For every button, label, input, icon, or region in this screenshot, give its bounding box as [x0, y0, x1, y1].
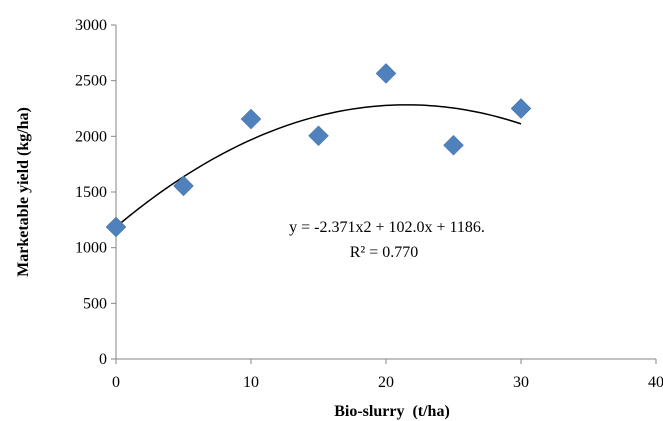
- data-points: [105, 63, 532, 238]
- data-point: [375, 63, 397, 84]
- trendline-group: [115, 104, 522, 228]
- trendline-equation: y = -2.371x2 + 102.0x + 1186.: [289, 219, 485, 236]
- trendline: [115, 104, 522, 228]
- x-tick-label: 0: [112, 374, 120, 391]
- data-point: [105, 216, 127, 238]
- x-tick-label: 10: [243, 374, 259, 391]
- y-tick-label: 500: [83, 295, 107, 312]
- y-tick-label: 2000: [75, 128, 107, 145]
- data-point: [510, 98, 532, 119]
- y-tick-label: 0: [99, 351, 107, 368]
- y-tick-label: 3000: [75, 17, 107, 34]
- x-tick-label: 20: [378, 374, 394, 391]
- x-axis-ticks: 0 10 20 30 40: [112, 359, 663, 391]
- y-tick-label: 1000: [75, 240, 107, 257]
- data-point: [173, 175, 194, 197]
- r-squared-label: R² = 0.770: [350, 244, 419, 261]
- x-tick-label: 30: [513, 374, 529, 391]
- y-tick-label: 1500: [75, 184, 107, 201]
- y-axis-title: Marketable yield (kg/ha): [15, 107, 32, 277]
- data-point: [240, 108, 262, 130]
- y-axis-ticks: 0 500 1000 1500 2000 2500 3000: [75, 17, 116, 368]
- y-tick-label: 2500: [75, 73, 107, 90]
- x-tick-label: 40: [648, 374, 663, 391]
- data-point: [443, 134, 464, 156]
- data-point: [308, 125, 329, 147]
- x-axis-title: Bio-slurry (t/ha): [334, 403, 450, 420]
